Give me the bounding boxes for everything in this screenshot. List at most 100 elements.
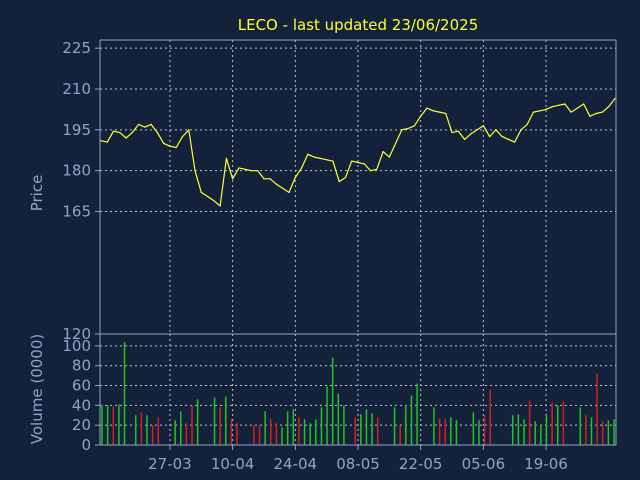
volume-tick-label: 80 (72, 357, 91, 375)
price-point (288, 191, 290, 194)
volume-bar (157, 417, 160, 445)
price-point (589, 115, 591, 117)
price-point (125, 137, 127, 139)
price-point (376, 168, 378, 170)
volume-bar (281, 427, 283, 445)
x-tick-label: 05-06 (462, 455, 506, 473)
price-point (507, 138, 510, 140)
price-point (420, 115, 422, 117)
price-point (413, 125, 416, 127)
price-point (395, 142, 397, 145)
volume-bar (309, 423, 311, 445)
volume-bar (405, 405, 407, 445)
price-point (275, 183, 278, 185)
volume-bar (146, 415, 148, 445)
price-point (313, 156, 315, 158)
volume-bar (371, 413, 373, 445)
price-point (206, 195, 209, 198)
price-point (514, 141, 516, 143)
volume-bar (253, 425, 255, 445)
volume-bar (264, 411, 266, 445)
volume-bar (410, 395, 413, 445)
volume-tick-label: 20 (72, 416, 91, 434)
volume-bar (270, 419, 272, 445)
volume-bar (528, 400, 531, 445)
volume-bar (590, 417, 593, 445)
price-point (200, 191, 202, 194)
volume-bar (185, 423, 188, 445)
price-point (388, 156, 390, 158)
volume-bar (360, 414, 362, 445)
volume-bar (213, 397, 216, 445)
price-point (169, 145, 171, 147)
price-point (470, 133, 472, 135)
volume-bar (483, 415, 486, 445)
volume-bar (219, 407, 221, 445)
price-point (351, 160, 353, 162)
x-tick-label: 10-04 (211, 455, 255, 473)
price-point (608, 106, 610, 108)
volume-bar (123, 341, 126, 445)
price-point (382, 151, 384, 153)
volume-bar (433, 407, 435, 445)
volume-bar (140, 412, 143, 445)
x-tick-label: 22-05 (399, 455, 443, 473)
price-point (119, 131, 121, 134)
volume-bar (292, 409, 295, 445)
price-point (181, 136, 184, 138)
volume-bar (540, 425, 542, 445)
volume-bar (511, 415, 514, 445)
price-point (263, 178, 265, 180)
price-grid (100, 40, 616, 334)
price-tick-label: 180 (62, 162, 91, 180)
volume-tick-label: 60 (72, 377, 91, 395)
price-point (238, 167, 240, 169)
volume-bar (343, 405, 345, 445)
axes (95, 39, 617, 450)
price-point (294, 176, 296, 179)
volume-bar (337, 393, 340, 445)
volume-bar (585, 415, 587, 445)
price-tick-label: 195 (62, 121, 91, 139)
volume-bar (320, 407, 323, 445)
price-point (401, 129, 403, 131)
price-point (250, 170, 253, 172)
price-point (583, 103, 585, 105)
volume-bar (455, 420, 458, 445)
price-point (426, 107, 428, 109)
volume-bars (101, 341, 615, 445)
price-tick-label: 225 (62, 39, 91, 57)
volume-tick-label: 40 (72, 396, 91, 414)
price-point (495, 129, 497, 131)
price-point (213, 200, 215, 202)
price-point (357, 161, 359, 164)
price-point (225, 157, 227, 160)
price-point (463, 138, 466, 140)
volume-bar (601, 421, 604, 445)
volume-bar (562, 401, 565, 445)
price-point (332, 160, 334, 162)
price-point (564, 103, 566, 105)
price-series (100, 97, 616, 207)
price-point (557, 104, 560, 106)
volume-bar (174, 420, 176, 445)
price-point (112, 130, 115, 132)
volume-bar (523, 419, 525, 445)
price-point (601, 111, 604, 113)
price-point (539, 110, 541, 112)
x-ticks: 27-03 10-04 24-04 08-05 22-05 05-06 19-06 (148, 455, 568, 473)
price-point (520, 129, 522, 131)
volume-bar (225, 396, 227, 445)
price-point (269, 178, 271, 180)
price-point (282, 187, 284, 189)
price-point (138, 123, 140, 125)
volume-bar (489, 389, 491, 445)
price-point (307, 153, 309, 155)
price-point (489, 136, 491, 138)
x-tick-label: 19-06 (524, 455, 568, 473)
volume-bar (607, 420, 610, 445)
price-tick-label: 165 (62, 203, 91, 221)
volume-bar (180, 411, 182, 445)
volume-bar (478, 420, 480, 445)
